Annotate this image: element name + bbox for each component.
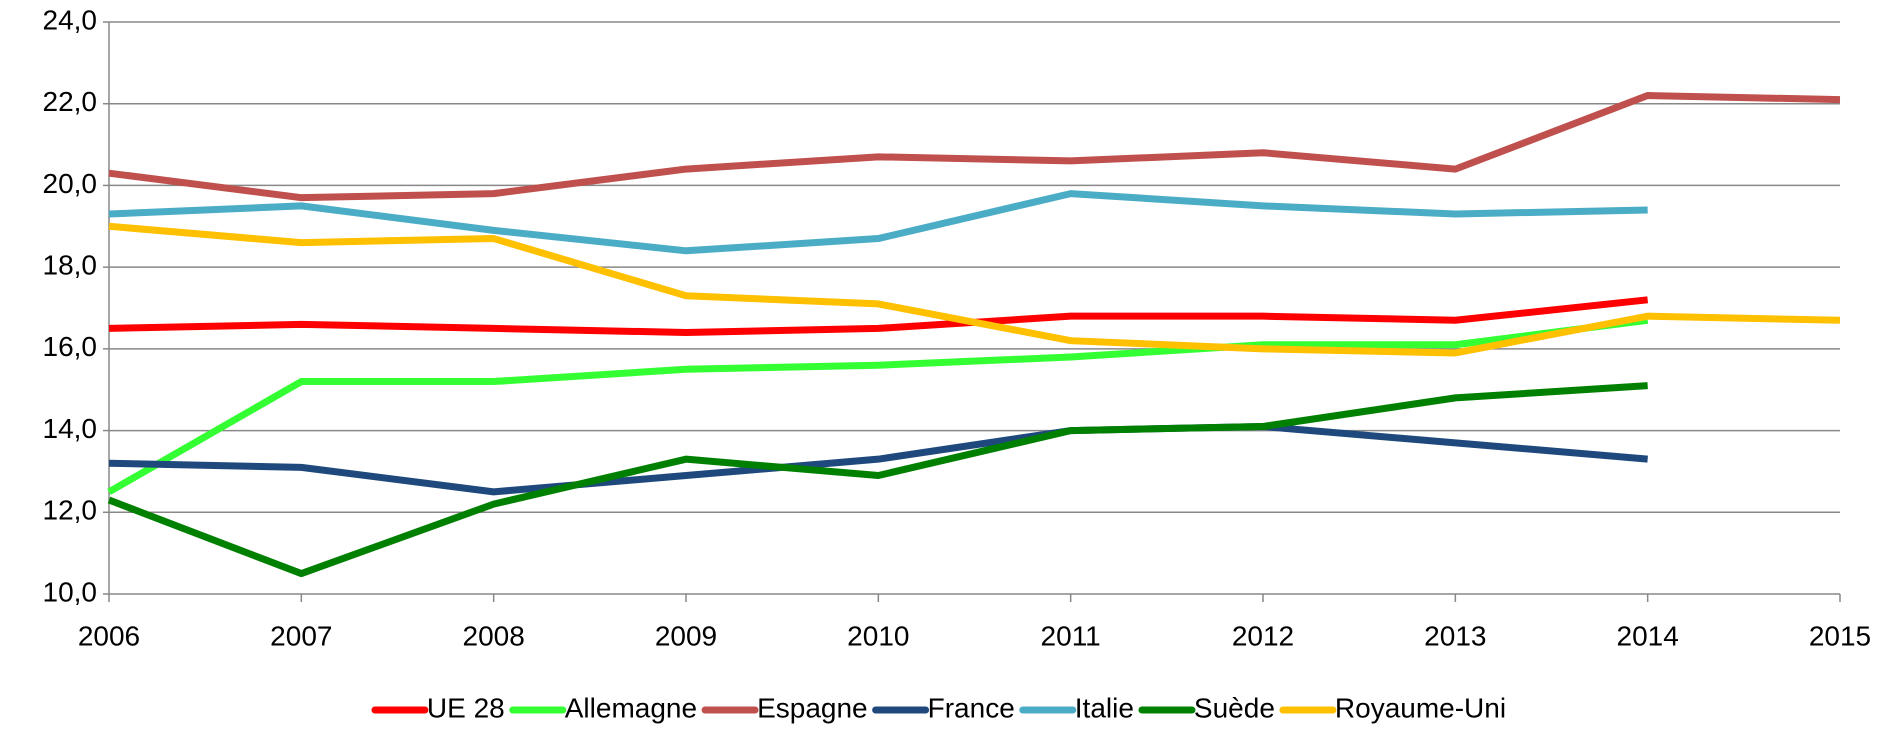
series-line [108, 296, 1649, 337]
legend-label: Espagne [757, 692, 868, 723]
series-line [107, 316, 1649, 495]
y-tick-label: 24,0 [43, 4, 98, 35]
series-line [107, 382, 1648, 578]
x-tick-label: 2010 [847, 620, 909, 651]
series-line [108, 222, 1841, 357]
x-tick-label: 2009 [655, 620, 717, 651]
x-tick-label: 2015 [1809, 620, 1871, 651]
y-tick-label: 12,0 [43, 495, 98, 526]
y-tick-label: 14,0 [43, 413, 98, 444]
legend-label: Italie [1075, 692, 1134, 723]
legend: UE 28 Allemagne Espagne France Italie Suède Ro… [371, 692, 1506, 723]
legend-label: Allemagne [565, 692, 697, 723]
x-tick-label: 2012 [1232, 620, 1294, 651]
x-tick-label: 2008 [463, 620, 525, 651]
series-line [108, 422, 1648, 496]
series-line [108, 190, 1648, 255]
x-tick-label: 2006 [78, 620, 140, 651]
legend-label: Royaume-Uni [1335, 692, 1506, 723]
x-tick-label: 2013 [1424, 620, 1486, 651]
y-tick-label: 20,0 [43, 168, 98, 199]
y-tick-label: 18,0 [43, 250, 98, 281]
y-tick-label: 22,0 [43, 86, 98, 117]
legend-label: France [928, 692, 1015, 723]
y-tick-label: 10,0 [43, 576, 98, 607]
x-tick-label: 2014 [1617, 620, 1679, 651]
x-tick-label: 2011 [1041, 620, 1101, 651]
y-tick-label: 16,0 [43, 331, 98, 362]
legend-label: UE 28 [427, 692, 505, 723]
x-tick-label: 2007 [270, 620, 332, 651]
legend-label: Suède [1194, 692, 1275, 723]
series-line [108, 92, 1841, 202]
